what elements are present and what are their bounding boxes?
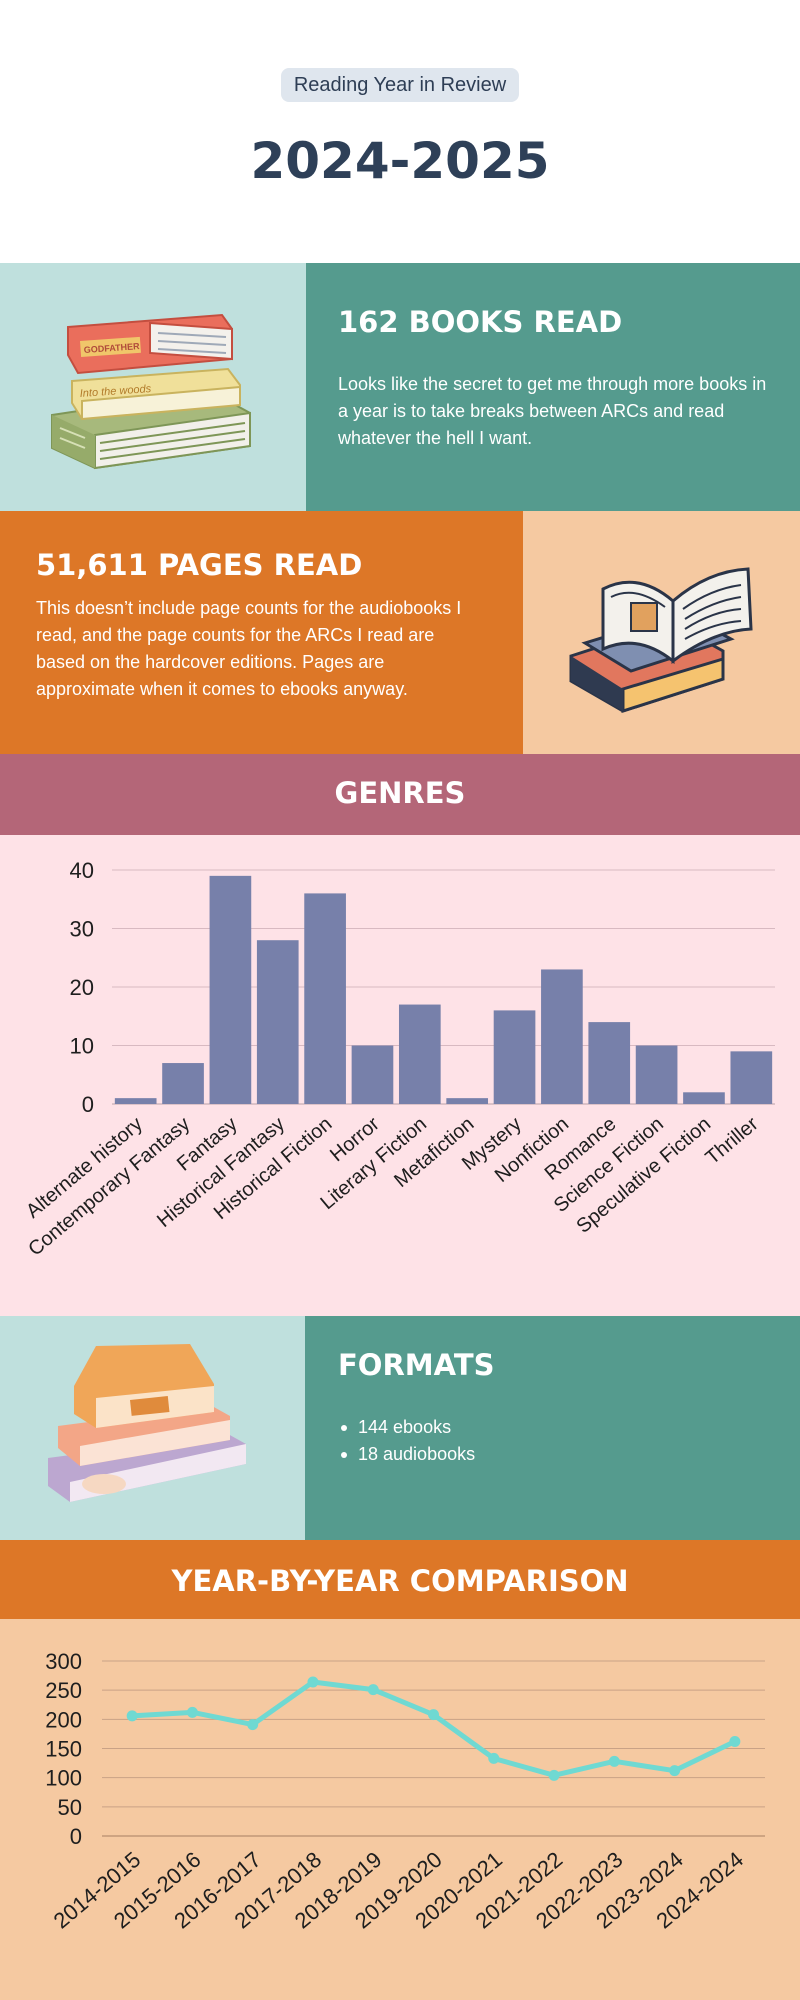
yoy-line-chart: 0501001502002503002014-20152015-20162016… <box>45 1649 765 1933</box>
bar <box>635 1045 678 1104</box>
header: Reading Year in Review 2024-2025 <box>0 0 800 263</box>
pages-read-text: This doesn’t include page counts for the… <box>36 598 462 699</box>
bar <box>730 1051 773 1104</box>
red-book-spine-label: GODFATHER <box>83 341 140 355</box>
data-point <box>367 1684 379 1696</box>
subtitle-pill: Reading Year in Review <box>281 68 519 102</box>
pages-read-title: 51,611 PAGES READ <box>36 548 363 582</box>
data-point <box>608 1755 620 1767</box>
bar <box>256 940 299 1104</box>
books-read-panel: 162 BOOKS READ Looks like the secret to … <box>306 263 800 511</box>
yellow-book-spine-label: Into the woods <box>79 383 152 400</box>
data-point <box>428 1709 439 1721</box>
bar <box>209 875 252 1104</box>
yoy-chart-panel: 0 50 100 150 200 250 300 2014-2015 2015-2016 2016… <box>0 1619 800 2000</box>
bar <box>304 893 346 1104</box>
data-point <box>669 1765 681 1777</box>
y-tick-label: 150 <box>45 1737 82 1762</box>
data-point <box>247 1719 259 1731</box>
page-title: 2024-2025 <box>250 132 550 190</box>
pages-illustration-panel <box>523 511 800 754</box>
stacked-books-icon: Into the woods GODFATHER <box>51 313 251 470</box>
y-tick-label: 100 <box>45 1766 82 1791</box>
books-read-text: Looks like the secret to get me through … <box>338 374 767 448</box>
data-point <box>488 1752 500 1764</box>
books-illustration-panel: Into the woods GODFATHER <box>0 263 306 511</box>
bar <box>493 1010 536 1104</box>
bar <box>398 1004 441 1104</box>
y-tick-label: 50 <box>58 1795 82 1820</box>
bar <box>446 1098 489 1104</box>
genres-header: GENRES <box>0 754 800 835</box>
y-tick-label: 10 <box>70 1034 94 1059</box>
formats-panel: FORMATS 144 ebooks 18 audiobooks <box>305 1316 800 1540</box>
bar <box>162 1063 204 1104</box>
bar <box>541 969 583 1104</box>
y-tick-label: 0 <box>82 1092 94 1117</box>
formats-list: 144 ebooks 18 audiobooks <box>338 1414 475 1468</box>
formats-illustration-panel <box>0 1316 305 1540</box>
data-point <box>186 1706 198 1718</box>
x-tick-label: Thriller <box>702 1113 763 1169</box>
pages-read-panel: 51,611 PAGES READ This doesn’t include p… <box>0 511 523 754</box>
y-tick-label: 0 <box>70 1824 82 1849</box>
red-book: GODFATHER <box>67 313 233 375</box>
formats-item-ebooks: 144 ebooks <box>338 1414 475 1441</box>
genres-title: GENRES <box>334 776 466 810</box>
open-book-icon <box>569 567 753 714</box>
data-point <box>126 1710 138 1722</box>
data-point <box>729 1736 741 1747</box>
formats-title: FORMATS <box>338 1348 495 1382</box>
bar <box>114 1098 157 1104</box>
bar <box>683 1092 725 1104</box>
y-tick-label: 300 <box>45 1649 82 1674</box>
bar <box>588 1022 631 1104</box>
y-tick-label: 20 <box>70 975 94 1000</box>
yoy-title: YEAR-BY-YEAR COMPARISON <box>171 1564 629 1598</box>
yellow-book: Into the woods <box>71 367 241 421</box>
y-tick-label: 40 <box>70 858 94 883</box>
series-line <box>131 1679 736 1778</box>
yoy-header: YEAR-BY-YEAR COMPARISON <box>0 1540 800 1619</box>
y-tick-label: 200 <box>45 1707 82 1732</box>
y-tick-label: 250 <box>45 1678 82 1703</box>
data-point <box>307 1676 319 1688</box>
book-stack-icon <box>48 1344 246 1502</box>
genres-chart-panel: 0 10 20 30 40 Alternate history Contemporary F… <box>0 835 800 1316</box>
data-point <box>548 1769 560 1781</box>
bar <box>351 1045 394 1104</box>
formats-item-audiobooks: 18 audiobooks <box>338 1441 475 1468</box>
y-tick-label: 30 <box>70 917 94 942</box>
books-read-title: 162 BOOKS READ <box>338 305 623 339</box>
